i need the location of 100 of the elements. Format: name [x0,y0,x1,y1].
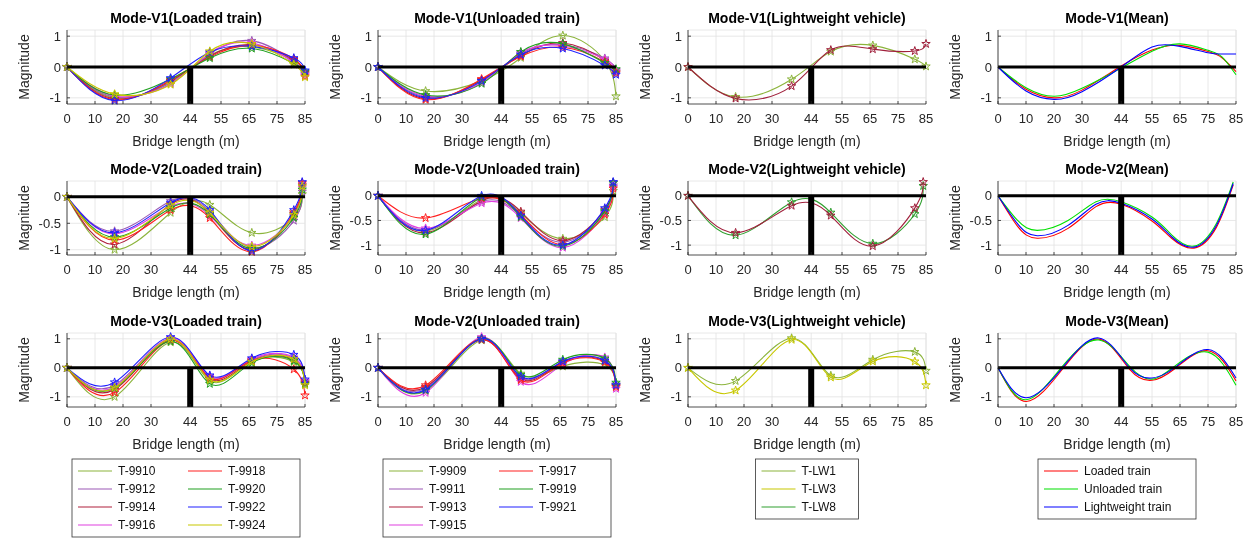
x-axis-title: Bridge length (m) [1063,133,1171,149]
x-tick-label: 65 [862,111,878,126]
x-tick-label: 75 [580,262,596,277]
chart-title: Mode-V2(Lightweight vehicle) [708,161,906,177]
x-tick-label: 10 [87,111,103,126]
chart-title: Mode-V1(Mean) [1065,10,1169,26]
x-axis-title: Bridge length (m) [753,133,861,149]
x-tick-label: 10 [398,262,414,277]
y-tick-label: -1 [49,242,61,258]
x-tick-label: 20 [1046,111,1062,126]
y-tick-label: -1 [980,237,992,253]
x-tick-label: 55 [213,414,229,429]
x-tick-label: 65 [552,262,568,277]
y-tick-label: -1 [49,90,61,106]
x-tick-label: 85 [608,414,624,429]
y-tick-label: 0 [364,188,372,204]
x-tick-label: 0 [63,262,71,277]
x-tick-label: 30 [454,111,470,126]
x-tick-label: 85 [608,262,624,277]
legend-label: T-9915 [429,518,467,532]
x-tick-label: 55 [524,111,540,126]
x-tick-label: 75 [1200,262,1216,277]
x-tick-label: 65 [1172,262,1188,277]
y-axis-title: Magnitude [637,185,653,251]
y-tick-label: 1 [364,28,372,44]
x-tick-label: 10 [87,262,103,277]
y-tick-label: 1 [984,28,992,44]
x-tick-label: 65 [241,414,257,429]
x-tick-label: 85 [608,111,624,126]
x-tick-label: 30 [143,414,159,429]
x-axis-title: Bridge length (m) [1063,436,1171,452]
y-axis-title: Magnitude [947,34,963,100]
y-tick-label: -1 [980,90,992,106]
x-tick-label: 44 [1113,111,1129,126]
x-tick-label: 0 [374,262,382,277]
x-tick-label: 65 [241,111,257,126]
y-axis-title: Magnitude [327,337,343,403]
x-tick-label: 85 [1228,414,1244,429]
x-tick-label: 55 [834,262,850,277]
legend-label: T-9914 [118,500,156,514]
y-tick-label: 0 [53,59,61,75]
x-tick-label: 30 [764,414,780,429]
y-axis-title: Magnitude [16,337,32,403]
x-tick-label: 0 [684,262,692,277]
x-tick-label: 85 [918,111,934,126]
x-tick-label: 30 [454,262,470,277]
x-axis-title: Bridge length (m) [443,133,551,149]
y-axis-title: Magnitude [947,337,963,403]
x-tick-label: 85 [297,414,313,429]
x-tick-label: 30 [764,111,780,126]
x-tick-label: 20 [736,111,752,126]
x-tick-label: 55 [1144,262,1160,277]
x-tick-label: 0 [684,111,692,126]
chart-title: Mode-V1(Unloaded train) [414,10,580,26]
x-tick-label: 44 [182,262,198,277]
x-tick-label: 0 [374,111,382,126]
x-tick-label: 75 [890,414,906,429]
x-axis-title: Bridge length (m) [132,436,240,452]
y-axis-title: Magnitude [16,34,32,100]
x-tick-label: 75 [269,111,285,126]
y-tick-label: -0.5 [349,212,372,228]
x-axis-title: Bridge length (m) [443,436,551,452]
y-tick-label: -0.5 [38,215,61,231]
y-axis-title: Magnitude [327,34,343,100]
legend-label: Lightweight train [1084,500,1172,514]
x-tick-label: 20 [1046,414,1062,429]
x-tick-label: 75 [580,414,596,429]
x-tick-label: 44 [493,414,509,429]
x-tick-label: 0 [684,414,692,429]
x-tick-label: 0 [994,262,1002,277]
x-tick-label: 44 [182,414,198,429]
y-axis-title: Magnitude [637,34,653,100]
x-tick-label: 75 [269,262,285,277]
x-tick-label: 44 [182,111,198,126]
x-tick-label: 44 [803,414,819,429]
x-tick-label: 75 [1200,111,1216,126]
x-tick-label: 85 [918,262,934,277]
chart-title: Mode-V2(Unloaded train) [414,161,580,177]
y-tick-label: -1 [670,389,682,405]
x-tick-label: 55 [524,262,540,277]
x-tick-label: 44 [1113,414,1129,429]
x-tick-label: 85 [1228,262,1244,277]
x-tick-label: 0 [994,111,1002,126]
x-tick-label: 75 [269,414,285,429]
x-tick-label: 85 [297,262,313,277]
x-tick-label: 30 [143,111,159,126]
x-tick-label: 30 [764,262,780,277]
y-axis-title: Magnitude [637,337,653,403]
x-tick-label: 44 [803,262,819,277]
x-tick-label: 0 [994,414,1002,429]
x-tick-label: 10 [708,111,724,126]
y-tick-label: 1 [674,331,682,347]
x-tick-label: 44 [1113,262,1129,277]
y-tick-label: -1 [49,389,61,405]
x-tick-label: 10 [398,414,414,429]
x-tick-label: 0 [374,414,382,429]
y-tick-label: -1 [360,90,372,106]
legend-label: T-9910 [118,464,156,478]
x-tick-label: 65 [552,414,568,429]
y-tick-label: 0 [674,59,682,75]
